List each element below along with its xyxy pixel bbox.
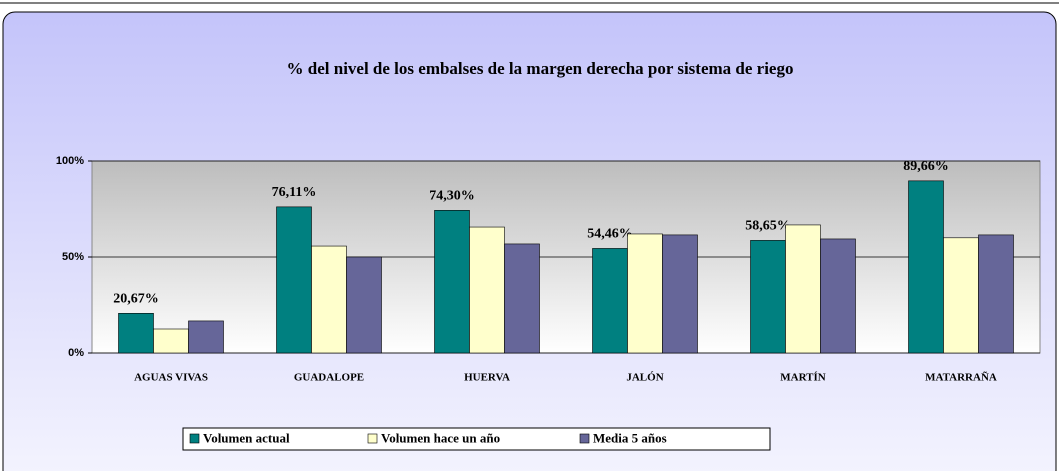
x-tick-label: JALÓN xyxy=(626,372,663,384)
bar xyxy=(820,238,856,354)
bar xyxy=(434,210,470,354)
bar xyxy=(785,224,821,354)
y-tick-label: 50% xyxy=(62,251,84,263)
chart-title: % del nivel de los embalses de la margen… xyxy=(287,59,794,78)
x-tick-label: MATARRAÑA xyxy=(925,372,997,384)
bar xyxy=(118,313,154,354)
bar xyxy=(908,180,944,354)
data-label: 76,11% xyxy=(272,185,317,200)
data-label: 54,46% xyxy=(587,227,633,242)
legend-swatch xyxy=(579,433,590,444)
x-tick-label: AGUAS VIVAS xyxy=(134,372,208,384)
bar xyxy=(750,240,786,354)
y-tick-label: 0% xyxy=(68,347,84,359)
bar xyxy=(276,206,312,354)
bar xyxy=(943,237,979,354)
legend-label: Media 5 años xyxy=(593,430,667,445)
bar xyxy=(469,226,505,354)
bar xyxy=(188,320,224,354)
bar xyxy=(311,245,347,354)
legend-label: Volumen hace un año xyxy=(381,430,500,445)
x-tick-label: MARTÍN xyxy=(780,372,826,384)
data-label: 74,30% xyxy=(429,189,475,204)
x-tick-label: HUERVA xyxy=(464,372,510,384)
bar xyxy=(346,256,382,354)
bar xyxy=(662,234,698,354)
y-tick-label: 100% xyxy=(56,155,84,167)
x-tick-label: GUADALOPE xyxy=(294,372,364,384)
bar xyxy=(504,243,540,354)
bar xyxy=(153,328,189,354)
bar xyxy=(627,233,663,354)
legend-box xyxy=(182,427,771,451)
legend-swatch xyxy=(189,433,200,444)
bar xyxy=(978,234,1014,354)
bar xyxy=(592,248,628,354)
legend-label: Volumen actual xyxy=(203,430,290,445)
data-label: 89,66% xyxy=(903,159,949,174)
legend-swatch xyxy=(367,433,378,444)
data-label: 58,65% xyxy=(745,219,791,234)
data-label: 20,67% xyxy=(113,292,159,307)
